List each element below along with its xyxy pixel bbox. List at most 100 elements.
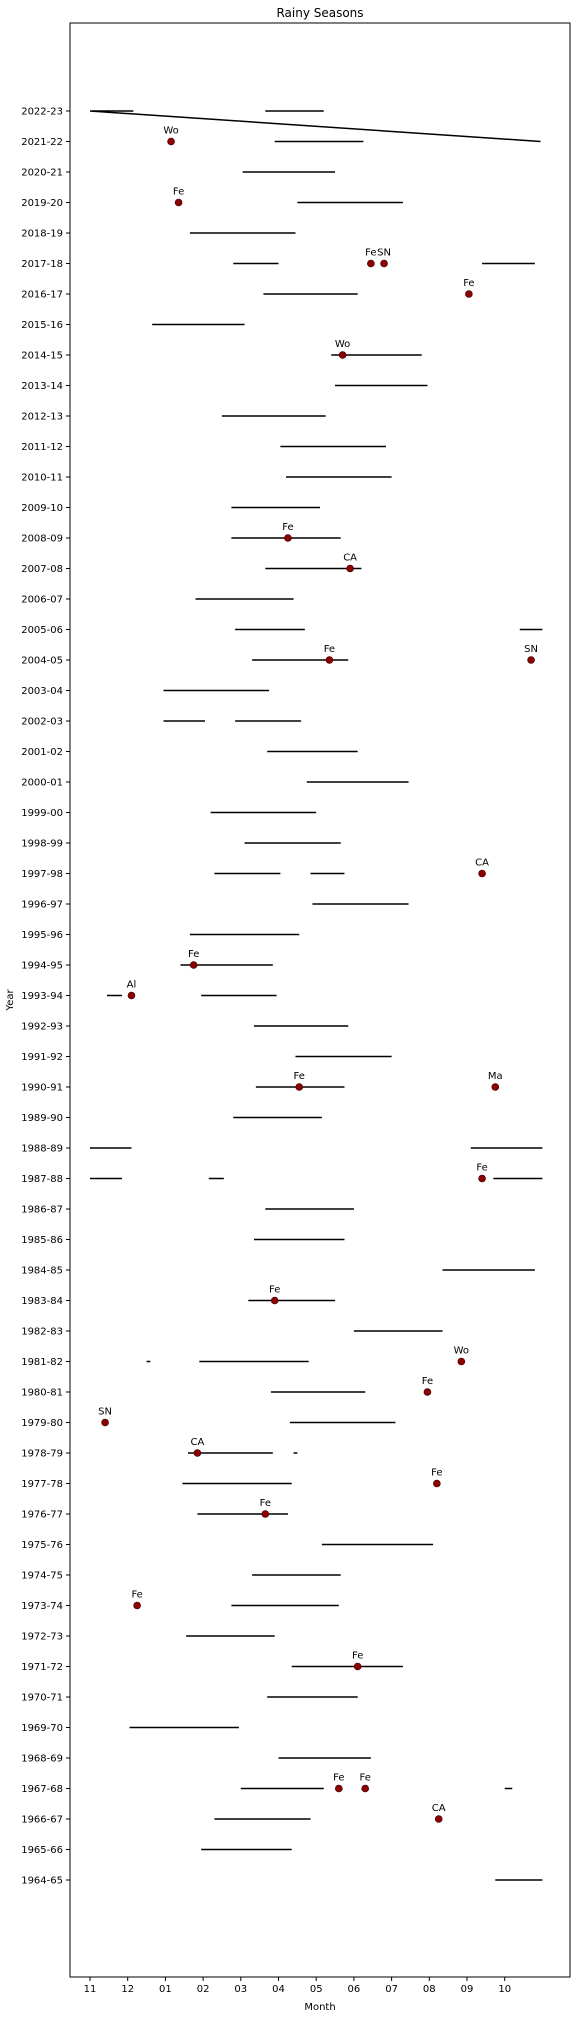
- y-tick-label: 1997-98: [21, 869, 63, 880]
- y-tick-label: 2022-23: [21, 107, 63, 118]
- y-tick-label: 2012-13: [21, 412, 63, 423]
- y-tick-label: 2009-10: [21, 503, 63, 514]
- event-label: Fe: [188, 949, 199, 960]
- y-tick-label: 1970-71: [21, 1693, 63, 1704]
- event-point: [423, 1388, 432, 1396]
- event-label: CA: [475, 858, 489, 869]
- season-segments: [90, 110, 543, 1881]
- event-point: [189, 961, 198, 969]
- y-tick-label: 1991-92: [21, 1052, 63, 1063]
- y-tick-label: 1976-77: [21, 1510, 63, 1521]
- event-point: [167, 137, 175, 146]
- y-tick-label: 1981-82: [21, 1357, 63, 1368]
- y-tick-label: 1965-66: [21, 1845, 63, 1856]
- y-tick-label: 2006-07: [21, 595, 63, 606]
- x-tick-label: 04: [272, 1984, 285, 1995]
- x-tick-label: 08: [423, 1984, 436, 1995]
- event-label: Fe: [422, 1376, 433, 1387]
- event-label: Fe: [431, 1468, 442, 1479]
- x-tick-label: 11: [84, 1984, 97, 1995]
- y-tick-label: 1995-96: [21, 930, 63, 941]
- y-tick-label: 1980-81: [21, 1388, 63, 1399]
- y-tick-label: 1978-79: [21, 1449, 63, 1460]
- y-tick-label: 1983-84: [21, 1296, 63, 1307]
- event-label: SN: [524, 644, 538, 655]
- event-label: Fe: [324, 644, 335, 655]
- y-tick-label: 2011-12: [21, 442, 63, 453]
- event-label: CA: [191, 1437, 205, 1448]
- trend-line-layer: [89, 110, 541, 143]
- y-tick-label: 2001-02: [21, 747, 63, 758]
- y-axis-ticks: 2022-23 2021-22 2020-21 2019-20 2018-19 2017-…: [21, 107, 70, 1887]
- event-point: [261, 1510, 270, 1518]
- x-axis-ticks: 11 12 01 02 03 04 05 06 07 08 09 10: [84, 1977, 511, 1995]
- event-label: CA: [432, 1803, 446, 1814]
- x-tick-label: 07: [385, 1984, 398, 1995]
- event-label: Wo: [335, 339, 350, 350]
- event-point: [193, 1449, 202, 1457]
- event-point: [133, 1601, 141, 1610]
- y-tick-label: 2020-21: [21, 168, 63, 179]
- event-point: [434, 1815, 443, 1823]
- event-label: Wo: [454, 1346, 469, 1357]
- chart-title: Rainy Seasons: [276, 6, 363, 20]
- y-tick-label: 2003-04: [21, 686, 63, 697]
- event-label: Fe: [360, 1773, 371, 1784]
- event-label: Fe: [365, 248, 376, 259]
- y-tick-label: 2007-08: [21, 564, 63, 575]
- y-tick-label: 2017-18: [21, 259, 63, 270]
- x-tick-label: 12: [121, 1984, 134, 1995]
- y-tick-label: 2021-22: [21, 137, 63, 148]
- y-tick-label: 2015-16: [21, 320, 63, 331]
- y-tick-label: 2000-01: [21, 778, 63, 789]
- plot-frame: [69, 22, 571, 1978]
- event-point: [270, 1296, 279, 1305]
- y-tick-label: 1974-75: [21, 1571, 63, 1582]
- y-tick-label: 1967-68: [21, 1784, 63, 1795]
- event-point: [478, 1174, 486, 1183]
- y-tick-label: 1973-74: [21, 1601, 63, 1612]
- x-tick-label: 01: [159, 1984, 172, 1995]
- trend-line: [89, 110, 541, 143]
- event-point: [380, 259, 388, 268]
- y-tick-label: 1971-72: [21, 1662, 63, 1673]
- y-tick-label: 1968-69: [21, 1754, 63, 1765]
- y-tick-label: 1990-91: [21, 1083, 63, 1094]
- event-point: [361, 1784, 370, 1793]
- event-label: Fe: [173, 187, 184, 198]
- event-label: SN: [98, 1407, 112, 1418]
- y-tick-label: 2014-15: [21, 351, 63, 362]
- y-tick-label: 1975-76: [21, 1540, 63, 1551]
- event-point: [433, 1479, 441, 1488]
- event-point: [335, 1784, 343, 1793]
- y-tick-label: 1982-83: [21, 1327, 63, 1338]
- y-tick-label: 2010-11: [21, 473, 63, 484]
- event-point: [457, 1357, 466, 1366]
- y-tick-label: 1984-85: [21, 1266, 63, 1277]
- y-tick-label: 2018-19: [21, 229, 63, 240]
- y-tick-label: 1998-99: [21, 839, 63, 850]
- event-label: Fe: [269, 1285, 280, 1296]
- event-label: Fe: [333, 1773, 344, 1784]
- y-tick-label: 1996-97: [21, 900, 63, 911]
- y-tick-label: 1993-94: [21, 991, 63, 1002]
- y-tick-label: 1989-90: [21, 1113, 63, 1124]
- x-tick-label: 10: [498, 1984, 511, 1995]
- event-point: [367, 259, 375, 268]
- event-label: Fe: [294, 1071, 305, 1082]
- event-label: Wo: [163, 126, 178, 137]
- y-tick-label: 1992-93: [21, 1022, 63, 1033]
- x-axis-label: Month: [304, 2002, 335, 2013]
- event-label: Fe: [476, 1163, 487, 1174]
- event-point: [353, 1662, 362, 1671]
- x-tick-label: 02: [197, 1984, 210, 1995]
- y-tick-label: 1994-95: [21, 961, 63, 972]
- event-label: Fe: [352, 1651, 363, 1662]
- y-tick-label: 1988-89: [21, 1144, 63, 1155]
- event-point: [325, 656, 334, 664]
- event-label: CA: [343, 553, 357, 564]
- x-tick-label: 06: [348, 1984, 361, 1995]
- y-tick-label: 2013-14: [21, 381, 63, 392]
